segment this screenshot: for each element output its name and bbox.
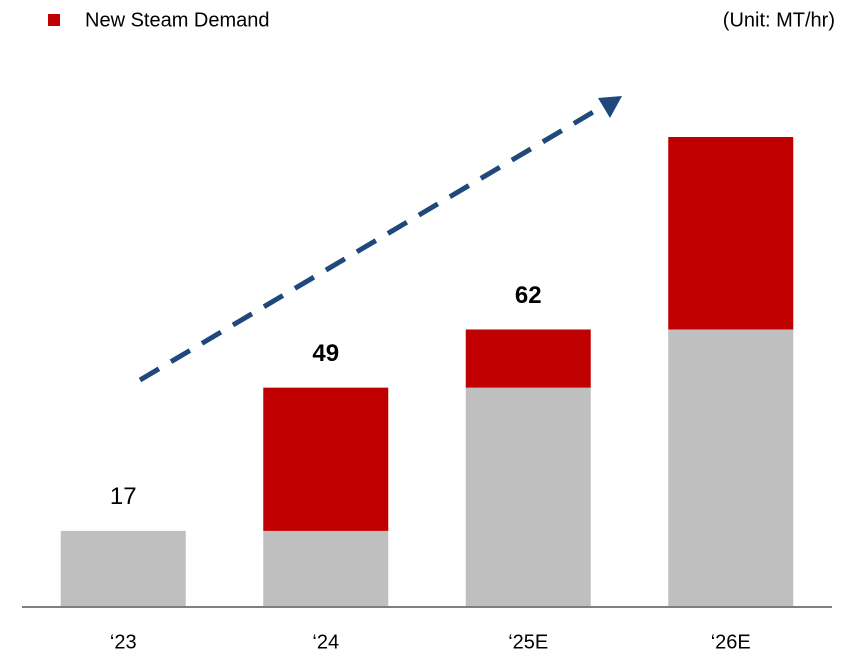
bar-segment: [263, 530, 389, 607]
legend-label: New Steam Demand: [85, 9, 270, 31]
bar-segment: [465, 387, 591, 607]
trend-arrow: [138, 105, 602, 383]
bar-segment: [668, 137, 794, 330]
total-label: 49: [312, 340, 339, 367]
x-tick-label: ‘23: [110, 631, 137, 653]
total-label: 62: [515, 282, 542, 309]
legend-swatch: [48, 14, 60, 26]
x-tick-label: ‘24: [312, 631, 339, 653]
bar-segment: [465, 329, 591, 388]
bar-segment: [60, 530, 186, 607]
trend-arrowhead: [598, 96, 622, 118]
x-tick-label: ‘25E: [508, 631, 548, 653]
unit-label: (Unit: MT/hr): [723, 9, 835, 31]
bar-segment: [263, 387, 389, 531]
total-label: 17: [110, 483, 137, 510]
bar-segment: [668, 329, 794, 607]
x-tick-label: ‘26E: [711, 631, 751, 653]
